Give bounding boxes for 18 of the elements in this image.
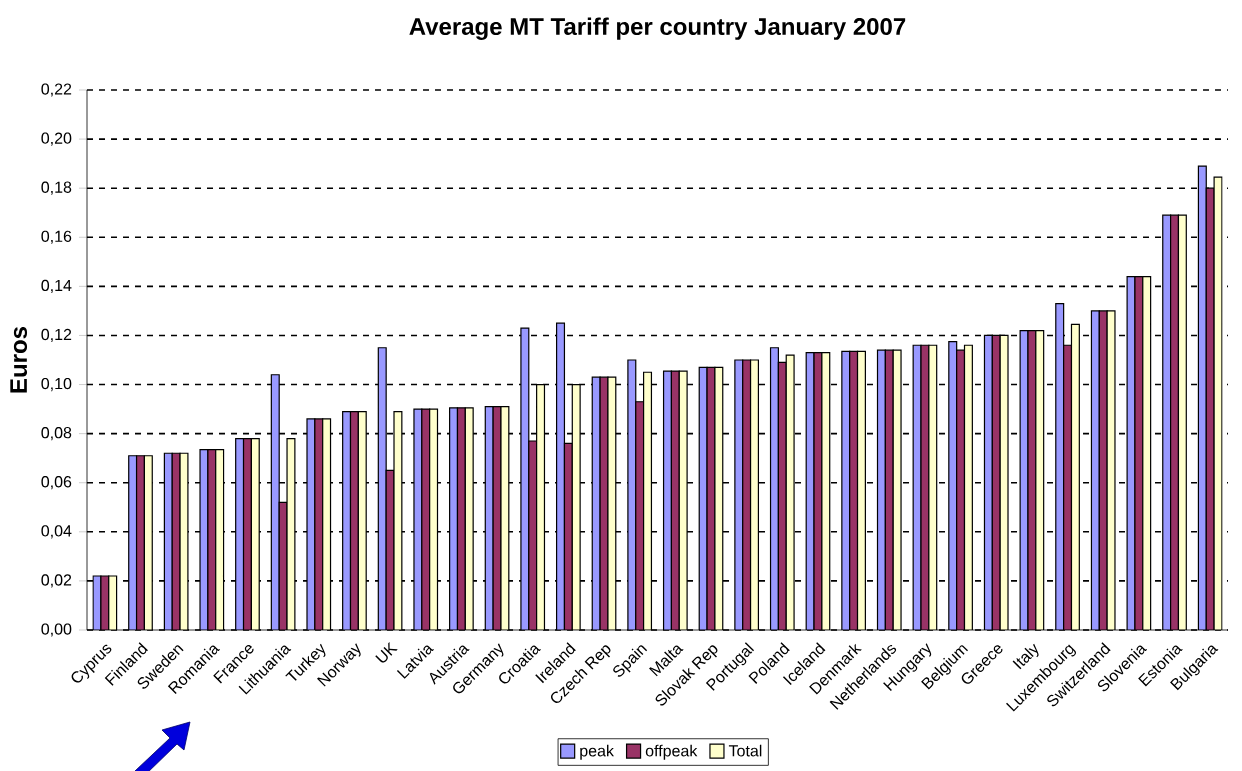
y-axis-title: Euros [10, 326, 28, 393]
y-tick-label: 0,06 [41, 476, 72, 490]
y-tick-label: 0,04 [41, 525, 72, 539]
y-tick-label: 0,14 [41, 279, 72, 293]
legend-label: Total [728, 744, 762, 757]
chart-title: Average MT Tariff per country January 2007 [409, 17, 906, 40]
x-tick-label: UK [375, 641, 398, 663]
y-tick-label: 0,02 [41, 574, 72, 588]
y-tick-label: 0,18 [41, 181, 72, 195]
legend-label: peak [580, 744, 614, 760]
y-tick-label: 0,08 [41, 427, 72, 441]
legend-label: offpeak [645, 744, 698, 760]
y-tick-label: 0,22 [41, 83, 72, 97]
y-tick-label: 0,20 [41, 132, 72, 146]
y-tick-label: 0,00 [41, 623, 72, 637]
y-tick-label: 0,10 [41, 377, 72, 392]
y-tick-label: 0,16 [41, 230, 72, 244]
y-tick-label: 0,12 [41, 328, 72, 343]
